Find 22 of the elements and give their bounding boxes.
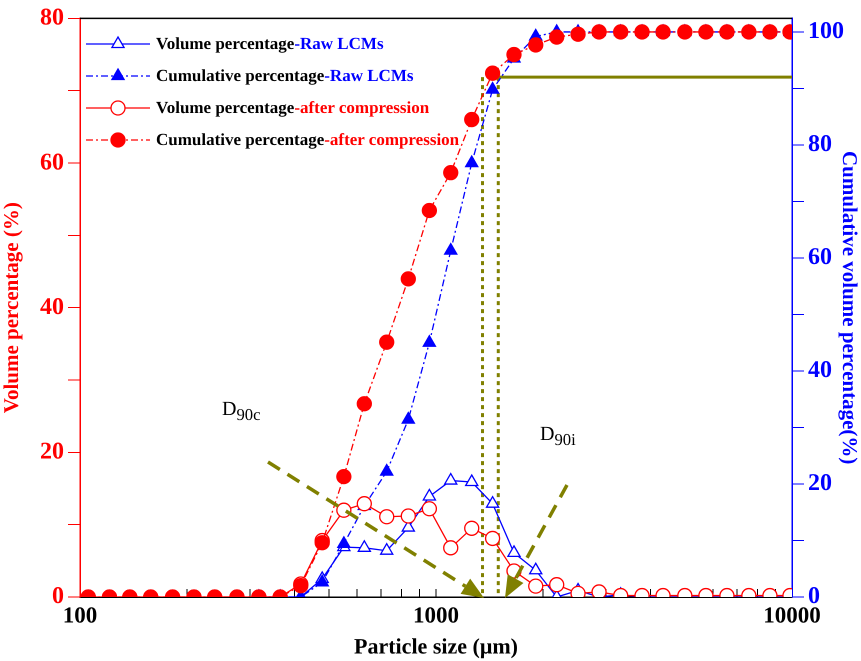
y-tick-label: 0 <box>52 583 64 610</box>
x-tick-label: 100 <box>62 602 98 628</box>
x-tick-label: 1000 <box>413 602 459 628</box>
y-tick-label: 80 <box>40 4 64 31</box>
annotation: D$_{90i}$ <box>540 423 576 450</box>
y2-tick-label: 60 <box>808 244 832 270</box>
legend-label: Cumulative percentage-after compression <box>156 130 460 150</box>
y2-axis-title: Cumulative volume percentage(%) <box>838 151 861 464</box>
legend-label: Volume percentage-Raw LCMs <box>156 34 384 54</box>
legend-label: Volume percentage-after compression <box>156 98 430 118</box>
annotation: D$_{90c}$ <box>222 398 261 425</box>
x-tick-label: 10000 <box>763 602 821 628</box>
y-tick-label: 40 <box>40 294 64 320</box>
y-tick-label: 60 <box>40 149 64 176</box>
y-axis-title: Volume percentage (%) <box>0 202 24 414</box>
y-tick-label: 20 <box>40 438 64 465</box>
legend-label: Cumulative percentage-Raw LCMs <box>156 66 414 86</box>
y2-tick-label: 80 <box>808 131 832 158</box>
y2-tick-label: 100 <box>808 18 844 44</box>
y2-tick-label: 20 <box>808 470 832 496</box>
y2-tick-label: 40 <box>808 357 832 384</box>
x-axis-title: Particle size (μm) <box>354 633 518 658</box>
